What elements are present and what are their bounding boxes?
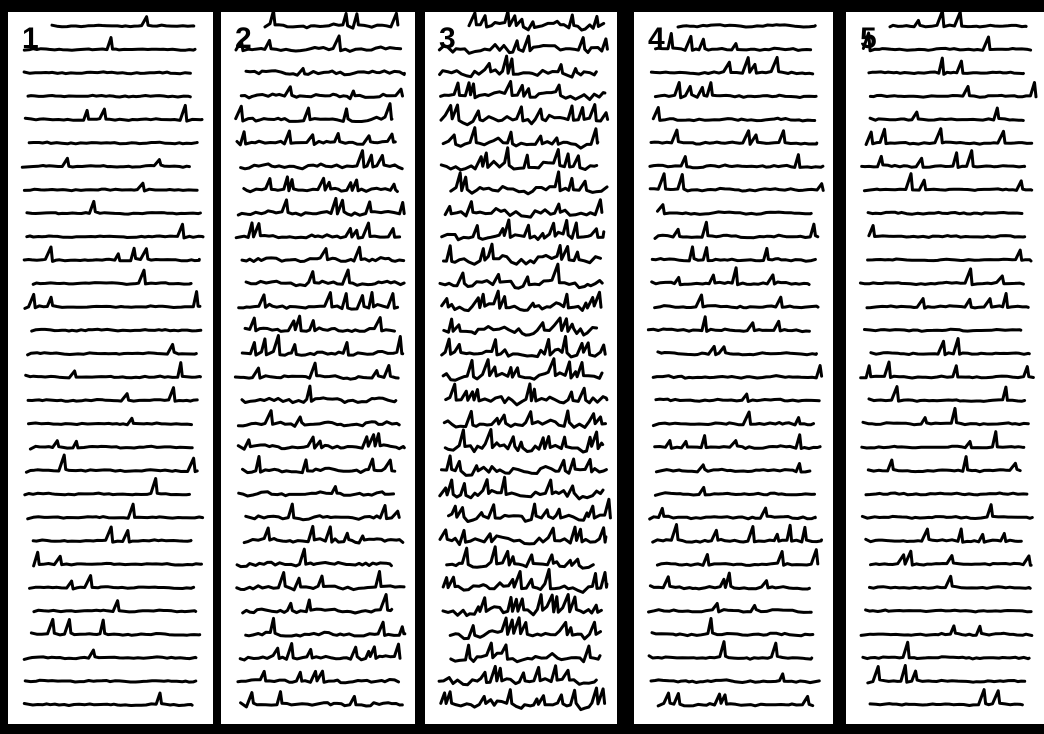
panel: 5 xyxy=(846,11,1044,724)
trace xyxy=(32,329,201,331)
trace xyxy=(25,680,196,682)
trace xyxy=(29,142,197,144)
trace xyxy=(24,72,190,74)
panel: 3 xyxy=(425,11,617,724)
page: 12345 (() => { const data = JSON.parse(d… xyxy=(0,0,1044,734)
trace xyxy=(28,95,190,97)
panel: 2 xyxy=(221,11,415,724)
trace xyxy=(866,610,1032,612)
panel: 4 xyxy=(634,12,833,724)
trace xyxy=(866,493,1027,495)
panel: 1 xyxy=(8,12,213,724)
figure: 12345 xyxy=(0,0,1044,734)
trace xyxy=(865,329,1021,331)
